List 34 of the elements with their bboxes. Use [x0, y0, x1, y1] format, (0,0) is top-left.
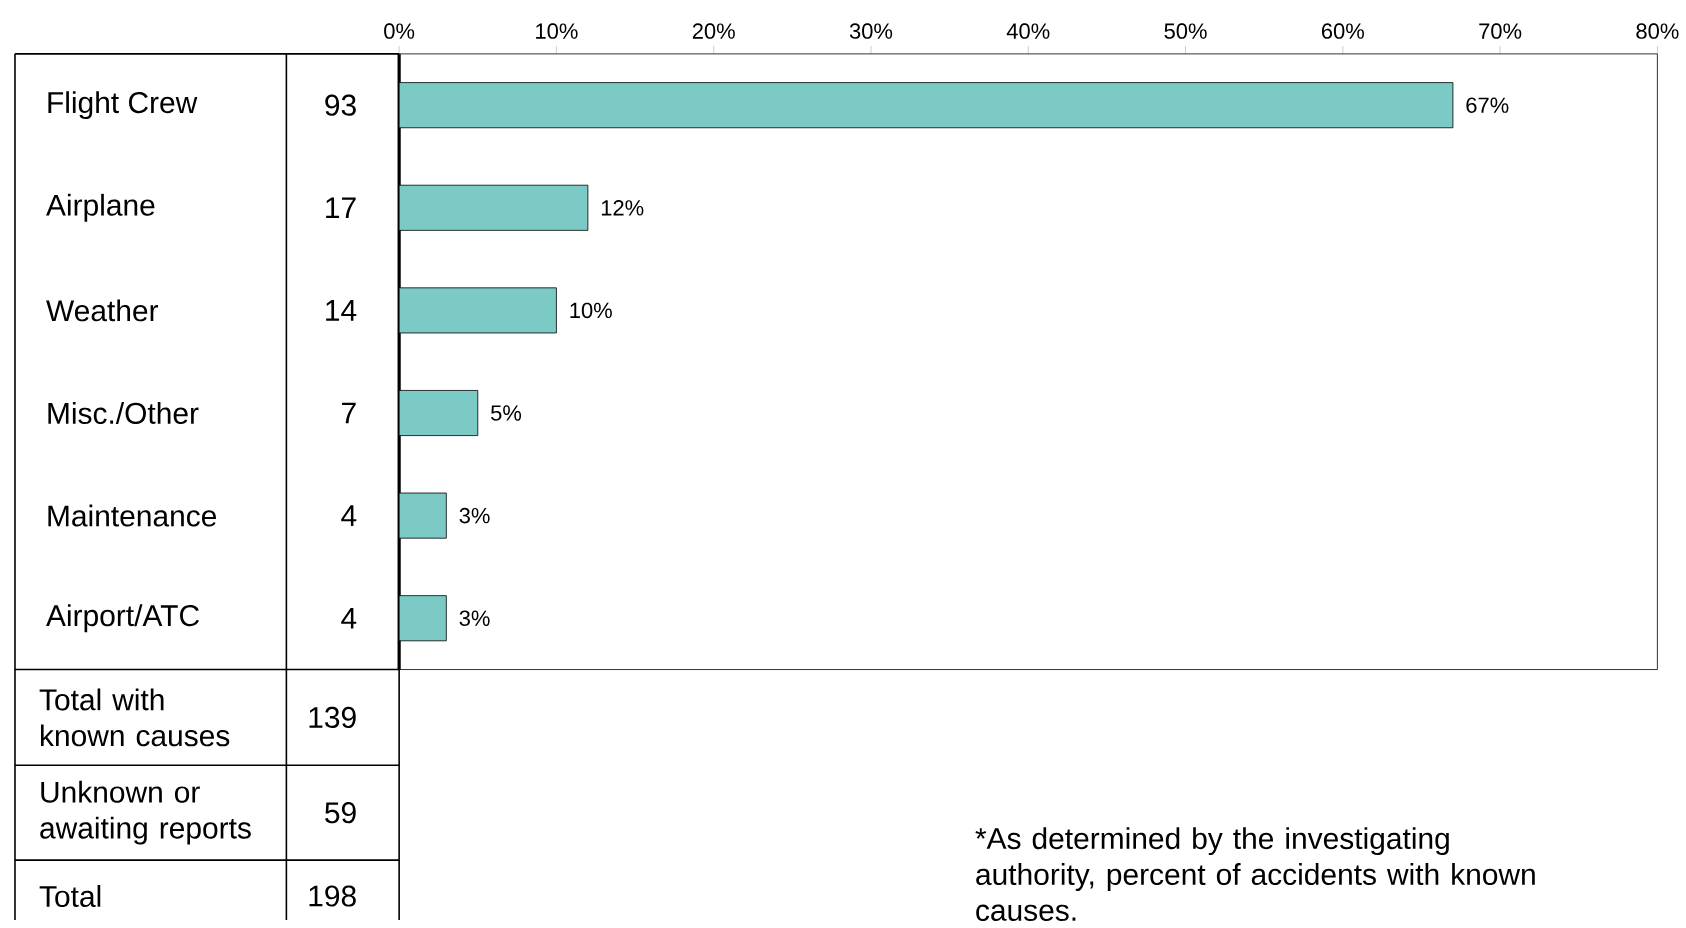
text: *As determined by the investigating authority, percent of accidents with known causes. [975, 827, 1535, 922]
text: 198 [309, 885, 356, 907]
data-label: 10% [570, 302, 612, 319]
text: Total [39, 885, 101, 908]
data-label: 3% [459, 610, 490, 627]
data-label: 5% [491, 405, 522, 421]
y-tick-label: Flight Crew [48, 91, 198, 120]
text: 4 [341, 608, 357, 629]
x-tick-label: 80% [1636, 23, 1679, 40]
y-tick-label: Misc./Other [48, 402, 199, 425]
text: Unknown or awaiting reports [40, 780, 251, 845]
text: 93 [325, 94, 356, 116]
x-tick-label: 0% [384, 23, 415, 40]
x-tick-label: 40% [1006, 23, 1050, 40]
text: 59 [325, 802, 356, 824]
y-tick-label: Airplane [46, 194, 155, 222]
x-tick-label: 50% [1164, 23, 1207, 40]
x-tick-label: 10% [536, 23, 578, 40]
data-label: 3% [459, 508, 490, 524]
text: 14 [326, 300, 357, 321]
y-tick-label: Maintenance [48, 504, 217, 527]
x-tick-label: 30% [849, 23, 893, 40]
y-tick-label: Weather [46, 299, 159, 322]
data-label: 67% [1466, 97, 1509, 114]
y-tick-label: Airport/ATC [46, 604, 199, 633]
x-tick-label: 60% [1321, 23, 1364, 40]
text: 17 [326, 197, 356, 219]
text: 7 [342, 402, 356, 424]
x-tick-label: 70% [1479, 23, 1522, 40]
data-label: 12% [601, 200, 644, 216]
text: 4 [341, 505, 357, 527]
text: 139 [309, 706, 356, 729]
text: Total with known causes [39, 688, 230, 747]
x-tick-label: 20% [692, 23, 735, 40]
